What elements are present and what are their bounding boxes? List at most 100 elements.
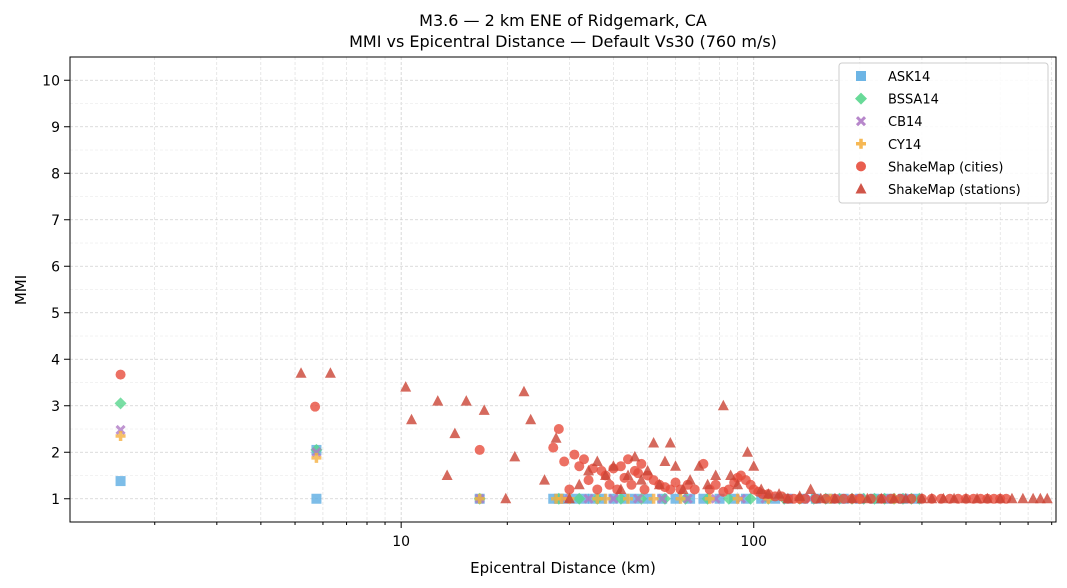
data-point: [478, 404, 490, 415]
data-point: [648, 436, 660, 448]
data-point: [629, 450, 641, 462]
data-point: [578, 454, 589, 465]
data-point: [311, 493, 322, 504]
data-point: [659, 455, 671, 467]
data-point: [1041, 492, 1053, 504]
data-point: [449, 427, 461, 439]
data-point: [564, 484, 575, 495]
data-point: [900, 492, 912, 504]
data-point: [916, 492, 928, 504]
legend-marker: [856, 71, 866, 81]
data-point: [583, 493, 594, 504]
data-point: [115, 369, 126, 380]
data-point: [441, 469, 453, 480]
data-point: [657, 493, 668, 504]
data-point: [704, 493, 715, 504]
data-point: [710, 469, 722, 480]
data-point: [773, 488, 785, 499]
data-point: [800, 493, 811, 504]
data-point: [622, 469, 634, 480]
data-point: [710, 493, 721, 504]
data-point: [629, 493, 640, 504]
y-tick-label: 3: [51, 399, 60, 415]
data-point: [702, 478, 714, 490]
data-point: [583, 475, 594, 486]
data-point: [1017, 492, 1029, 504]
data-point: [723, 484, 734, 495]
data-point: [525, 413, 537, 425]
axis-ticks: 10 100 1 2 3 4 5 6 7 8 9 10: [42, 73, 1053, 550]
data-point: [744, 492, 757, 505]
data-point: [573, 478, 585, 490]
data-point: [981, 492, 993, 504]
data-point: [960, 492, 972, 504]
x-tick-label: 10: [392, 534, 410, 550]
y-tick-label: 8: [51, 166, 60, 182]
data-point: [626, 479, 637, 490]
data-point: [846, 492, 858, 504]
data-point: [648, 493, 659, 504]
data-point: [937, 492, 949, 504]
legend-marker: [855, 183, 867, 194]
legend: ASK14 BSSA14 CB14 CY14 ShakeMap (cities) Shak…: [838, 62, 1049, 204]
data-point: [591, 455, 603, 467]
data-point: [658, 492, 671, 505]
legend-label: ASK14: [888, 70, 930, 85]
data-point: [608, 493, 619, 504]
data-point: [295, 367, 307, 378]
data-point: [710, 479, 721, 490]
chart-subtitle: MMI vs Epicentral Distance — Default Vs3…: [349, 32, 777, 51]
legend-marker: [856, 161, 866, 172]
data-point: [838, 493, 849, 504]
data-point: [875, 492, 887, 504]
data-point: [861, 492, 873, 504]
x-tick-label: 100: [740, 534, 767, 550]
data-point: [310, 401, 321, 412]
data-point: [500, 492, 512, 504]
data-point: [888, 492, 900, 504]
data-point: [717, 399, 729, 411]
data-point: [548, 442, 559, 453]
x-axis-label: Epicentral Distance (km): [470, 559, 656, 577]
y-tick-label: 7: [51, 213, 60, 229]
data-points: [114, 367, 1053, 505]
data-point: [689, 484, 700, 495]
data-point: [310, 443, 323, 456]
series-5: [295, 367, 1053, 504]
legend-label: ShakeMap (cities): [888, 160, 1003, 175]
plot-frame: [69, 56, 1057, 523]
data-point: [782, 492, 794, 504]
data-point: [971, 492, 983, 504]
data-point: [559, 456, 570, 467]
legend-label: CB14: [888, 115, 923, 130]
data-point: [732, 493, 743, 504]
y-axis-label: MMI: [12, 275, 30, 305]
data-point: [755, 483, 767, 494]
legend-box: [838, 62, 1049, 204]
data-point: [615, 483, 627, 494]
data-point: [725, 469, 737, 480]
legend-marker: [856, 138, 866, 149]
data-point: [114, 397, 127, 410]
data-point: [311, 447, 322, 458]
data-point: [623, 454, 634, 465]
data-point: [684, 474, 696, 485]
data-point: [563, 492, 575, 504]
data-point: [815, 492, 827, 504]
data-point: [642, 493, 653, 504]
data-point: [642, 464, 654, 476]
data-point: [948, 492, 960, 504]
data-point: [670, 460, 682, 471]
y-tick-label: 4: [51, 352, 60, 368]
data-point: [854, 493, 865, 504]
y-tick-label: 9: [51, 120, 60, 136]
data-point: [732, 478, 744, 490]
data-point: [805, 483, 817, 494]
data-point: [748, 460, 760, 471]
data-point: [115, 430, 126, 441]
data-point: [1034, 492, 1046, 504]
data-point: [1006, 492, 1018, 504]
data-point: [474, 444, 485, 455]
data-point: [682, 493, 693, 504]
